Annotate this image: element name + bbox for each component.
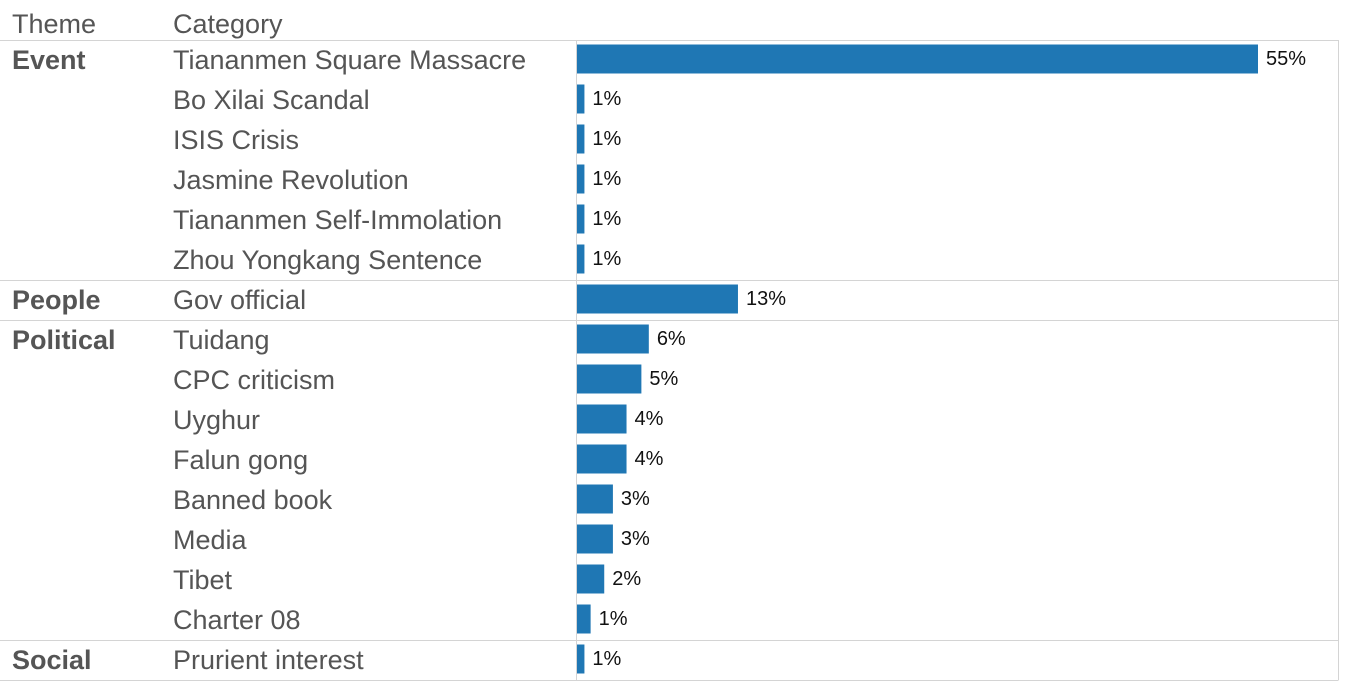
value-label: 1% (592, 88, 621, 110)
bar (577, 444, 627, 474)
bar (577, 404, 627, 434)
value-label: 1% (599, 608, 628, 630)
theme-label: People (12, 285, 101, 315)
category-label: Tibet (173, 565, 233, 595)
bar (577, 524, 613, 554)
category-label: Prurient interest (173, 645, 364, 675)
category-label: ISIS Crisis (173, 125, 299, 155)
category-label: Charter 08 (173, 605, 301, 635)
bar (577, 604, 591, 634)
category-label: Media (173, 525, 248, 555)
chart-rows: Event Tiananmen Square Massacre 55% Bo Xila… (12, 44, 1306, 675)
value-label: 1% (592, 168, 621, 190)
bar (577, 484, 613, 514)
value-label: 13% (746, 288, 786, 310)
divider-lines (0, 40, 1339, 681)
value-label: 1% (592, 248, 621, 270)
category-label: Jasmine Revolution (173, 165, 409, 195)
theme-label: Event (12, 45, 86, 75)
value-label: 1% (592, 128, 621, 150)
bar (577, 284, 738, 314)
category-label: Bo Xilai Scandal (173, 85, 370, 115)
bar (577, 164, 585, 194)
bar (577, 244, 585, 274)
value-label: 6% (657, 328, 686, 350)
value-label: 3% (621, 488, 650, 510)
category-column-header: Category (173, 9, 283, 39)
value-label: 1% (592, 648, 621, 670)
theme-column-header: Theme (12, 9, 96, 39)
category-label: Falun gong (173, 445, 308, 475)
bar (577, 84, 585, 114)
category-label: Tiananmen Square Massacre (173, 45, 526, 75)
bar (577, 44, 1258, 74)
category-label: Tiananmen Self-Immolation (173, 205, 502, 235)
category-label: Uyghur (173, 405, 260, 435)
value-label: 55% (1266, 48, 1306, 70)
value-label: 4% (635, 408, 664, 430)
category-label: CPC criticism (173, 365, 335, 395)
bar (577, 564, 605, 594)
category-label: Zhou Yongkang Sentence (173, 245, 482, 275)
theme-label: Political (12, 325, 116, 355)
value-label: 5% (649, 368, 678, 390)
value-label: 4% (635, 448, 664, 470)
value-label: 2% (612, 568, 641, 590)
category-label: Gov official (173, 285, 306, 315)
bar (577, 364, 642, 394)
category-label: Tuidang (173, 325, 270, 355)
value-label: 1% (592, 208, 621, 230)
bar (577, 324, 649, 354)
value-label: 3% (621, 528, 650, 550)
bar (577, 124, 585, 154)
category-label: Banned book (173, 485, 333, 515)
theme-label: Social (12, 645, 92, 675)
bar (577, 644, 585, 674)
bar (577, 204, 585, 234)
